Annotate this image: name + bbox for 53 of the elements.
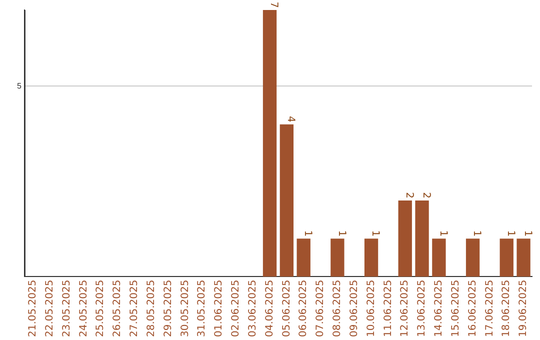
bar [364, 238, 378, 277]
bar [398, 200, 412, 277]
x-tick-label: 08.06.2025 [332, 280, 344, 338]
x-tick-label: 13.06.2025 [416, 280, 428, 338]
bar [500, 238, 514, 277]
data-label: 1 [505, 230, 516, 237]
x-tick-label: 04.06.2025 [264, 280, 276, 338]
x-tick-label: 26.05.2025 [112, 280, 124, 338]
bar [330, 238, 344, 277]
x-tick-label: 01.06.2025 [214, 280, 225, 338]
x-tick-label: 30.05.2025 [180, 280, 191, 338]
x-tick-label: 09.06.2025 [348, 280, 360, 338]
bar [466, 238, 480, 277]
x-tick-label: 19.06.2025 [518, 280, 530, 338]
x-tick-label: 17.06.2025 [484, 280, 496, 338]
x-tick-label: 29.05.2025 [162, 280, 174, 338]
bar [415, 200, 429, 277]
x-tick-label: 16.06.2025 [467, 280, 478, 338]
data-label: 7 [268, 2, 280, 8]
x-tick-label: 18.06.2025 [501, 280, 512, 338]
x-tick-label: 03.06.2025 [247, 280, 258, 338]
x-tick-label: 23.05.2025 [61, 280, 72, 338]
x-tick-label: 22.05.2025 [44, 280, 56, 338]
data-label: 1 [336, 230, 347, 237]
x-tick-label: 07.06.2025 [315, 280, 326, 338]
x-tick-label: 11.06.2025 [382, 280, 394, 338]
bar [262, 10, 277, 277]
x-tick-label: 05.06.2025 [281, 280, 292, 338]
data-label: 1 [302, 230, 314, 237]
x-tick-label: 02.06.2025 [230, 280, 242, 338]
data-label: 2 [404, 192, 415, 199]
bar [296, 238, 310, 277]
x-tick-label: 14.06.2025 [434, 280, 445, 338]
data-label: 1 [471, 230, 482, 237]
data-label: 4 [285, 116, 296, 122]
bar [280, 124, 294, 277]
data-label: 1 [370, 230, 381, 237]
data-label: 1 [437, 230, 448, 237]
data-label: 2 [420, 192, 432, 199]
bar [516, 238, 530, 277]
x-tick-label: 06.06.2025 [298, 280, 310, 338]
bar [432, 238, 446, 277]
x-tick-label: 12.06.2025 [400, 280, 411, 338]
x-tick-label: 15.06.2025 [450, 280, 462, 338]
x-tick-label: 24.05.2025 [78, 280, 90, 338]
x-tick-label: 25.05.2025 [95, 280, 106, 338]
x-tick-label: 31.05.2025 [196, 280, 208, 338]
y-tick-label: 5 [16, 81, 22, 90]
x-tick-label: 21.05.2025 [28, 280, 38, 338]
data-label: 1 [522, 230, 533, 237]
x-tick-label: 28.05.2025 [146, 280, 157, 338]
x-tick-label: 10.06.2025 [366, 280, 377, 338]
x-tick-label: 27.05.2025 [129, 280, 140, 338]
